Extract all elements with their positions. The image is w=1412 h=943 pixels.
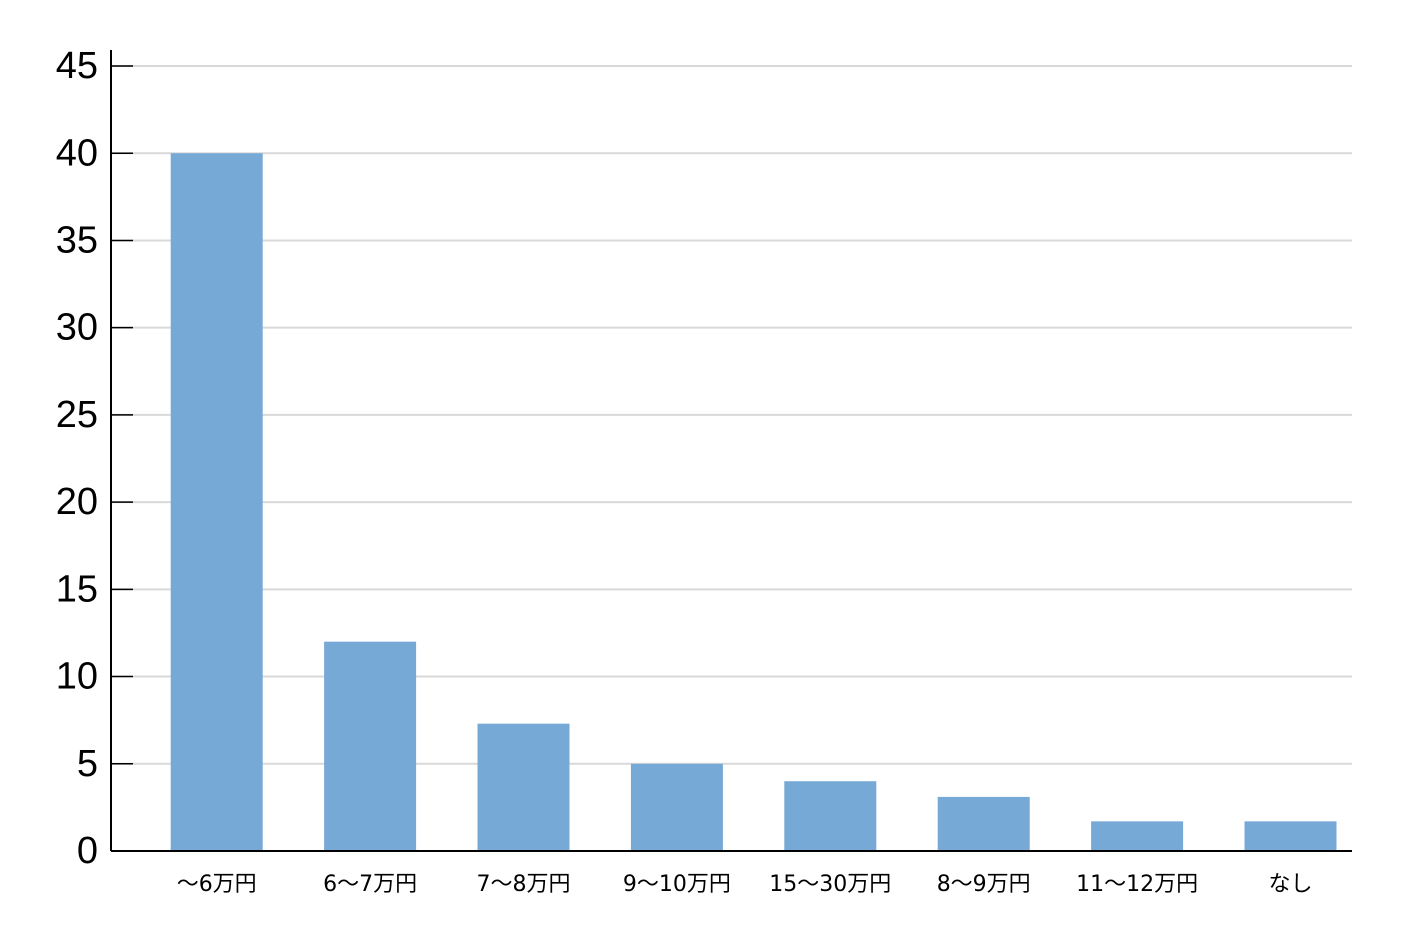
y-tick-label: 45 xyxy=(56,45,98,87)
x-tick-label: 9〜10万円 xyxy=(623,872,731,897)
y-tick-label: 0 xyxy=(77,830,98,872)
bar xyxy=(477,723,570,851)
y-tick-label: 40 xyxy=(56,132,98,174)
x-tick-label: なし xyxy=(1268,872,1312,897)
bar xyxy=(784,781,877,851)
bar xyxy=(937,796,1030,851)
bar xyxy=(630,763,723,851)
bar xyxy=(1091,821,1184,851)
x-tick-label: 7〜8万円 xyxy=(477,872,571,897)
y-tick-label: 25 xyxy=(56,394,98,436)
y-tick-label: 15 xyxy=(56,568,98,610)
x-tick-label: 11〜12万円 xyxy=(1076,872,1198,897)
bar xyxy=(1244,821,1337,851)
x-tick-label: 15〜30万円 xyxy=(769,872,891,897)
y-tick-label: 35 xyxy=(56,219,98,261)
y-tick-label: 10 xyxy=(56,656,98,698)
y-tick-label: 20 xyxy=(56,481,98,523)
x-tick-label: 8〜9万円 xyxy=(937,872,1031,897)
bar xyxy=(170,153,263,851)
x-tick-label: 6〜7万円 xyxy=(323,872,417,897)
x-tick-label: 〜6万円 xyxy=(177,872,257,897)
y-tick-label: 5 xyxy=(77,743,98,785)
bar xyxy=(324,641,417,851)
y-tick-label: 30 xyxy=(56,307,98,349)
